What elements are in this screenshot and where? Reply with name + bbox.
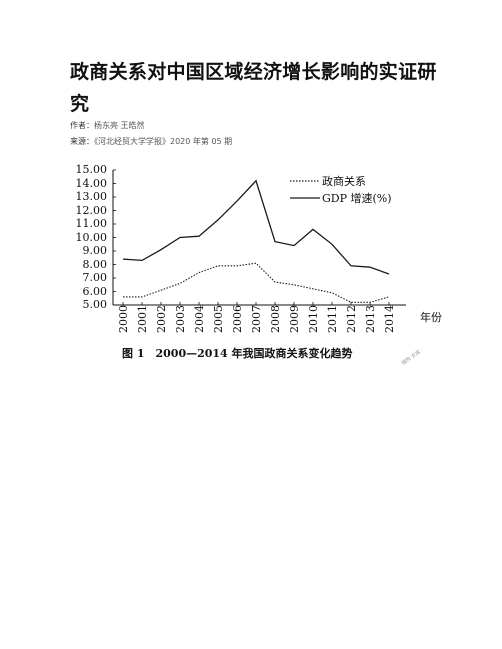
x-tick-label: 2007 — [250, 305, 263, 333]
chart-legend: 政商关系 GDP 增速(%) — [290, 174, 392, 205]
y-tick-label: 8.00 — [82, 257, 108, 271]
x-tick-label: 2001 — [136, 305, 149, 333]
x-tick-label: 2005 — [212, 305, 225, 333]
y-tick-label: 11.00 — [75, 217, 108, 230]
x-tick-label: 2011 — [326, 305, 339, 333]
legend-label: GDP 增速(%) — [322, 191, 392, 205]
source-name: 《河北经贸大学学报》2020 年第 05 期 — [94, 137, 233, 146]
x-tick-label: 2014 — [383, 305, 396, 333]
y-tick-label: 6.00 — [82, 284, 108, 298]
series-line-government-business — [123, 262, 390, 303]
x-tick-label: 2006 — [231, 305, 244, 333]
y-tick-label: 15.00 — [75, 163, 108, 176]
legend-label: 政商关系 — [322, 174, 366, 188]
x-tick-label: 2012 — [345, 305, 358, 333]
y-tick-labels — [113, 169, 116, 306]
x-tick-labels: 2000 2001 2002 2003 2004 2005 2006 2007 2008 2009… — [117, 302, 396, 333]
x-tick-label: 2008 — [269, 305, 282, 333]
y-tick-label: 9.00 — [82, 244, 108, 257]
x-tick-label: 2000 — [117, 305, 130, 333]
x-axis-label: 年份 — [420, 310, 442, 324]
x-tick-label: 2003 — [174, 305, 187, 333]
x-tick-label: 2004 — [193, 305, 206, 333]
x-tick-label: 2010 — [307, 305, 320, 333]
author-label: 作者： — [70, 121, 94, 130]
source-line: 来源：《河北经贸大学学报》2020 年第 05 期 — [70, 136, 232, 147]
y-tick-label: 10.00 — [75, 230, 108, 244]
series-line-gdp-growth — [122, 179, 390, 275]
watermark-text: 搜狗 文库 · — [400, 346, 425, 366]
y-tick-label: 14.00 — [75, 176, 108, 190]
line-chart: 2000 2001 2002 2003 2004 2005 2006 2007 2008 2009… — [112, 169, 442, 367]
chart-series — [122, 179, 390, 303]
author-names: 杨东亮 王皓然 — [94, 121, 145, 130]
article-title: 政商关系对中国区域经济增长影响的实证研究 — [70, 61, 437, 115]
y-tick-label: 5.00 — [82, 298, 108, 311]
x-tick-label: 2002 — [155, 305, 168, 333]
source-label: 来源： — [70, 137, 94, 146]
figure: 2000 2001 2002 2003 2004 2005 2006 2007 2008 2009… — [76, 162, 450, 376]
figure-caption: 图 1 2000—2014 年我国政商关系变化趋势 — [122, 346, 353, 360]
y-tick-label: 7.00 — [82, 271, 108, 284]
y-tick-label: 12.00 — [75, 203, 108, 217]
x-tick-label: 2013 — [364, 305, 377, 333]
y-tick-label: 13.00 — [75, 190, 108, 203]
author-line: 作者：杨东亮 王皓然 — [70, 120, 145, 131]
x-tick-label: 2009 — [288, 305, 301, 333]
